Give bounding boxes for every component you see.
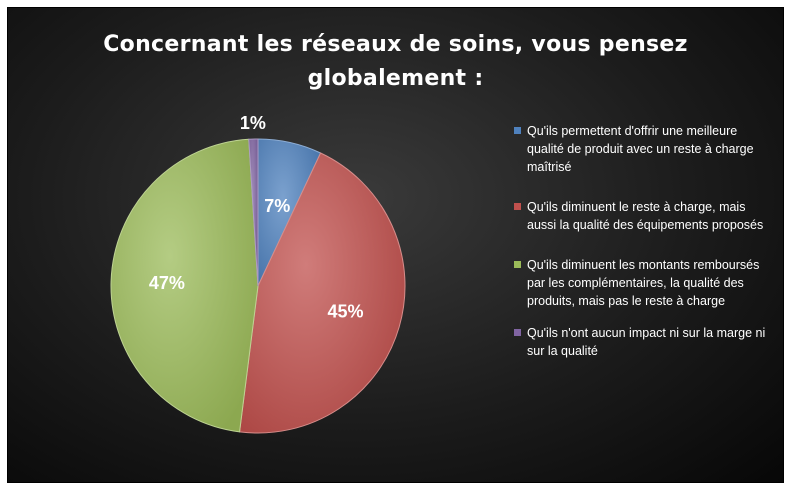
legend-label-4: Qu'ils n'ont aucun impact ni sur la marg… <box>527 326 766 358</box>
chart-title-line-2: globalement : <box>307 66 484 91</box>
pie-slice-4 <box>248 138 259 287</box>
data-label-3: 47% <box>149 273 185 293</box>
chart-title-line-1: Concernant les réseaux de soins, vous pe… <box>103 32 688 57</box>
legend-swatch-1 <box>514 127 521 134</box>
legend-label-2: Qu'ils diminuent le reste à charge, mais… <box>527 200 764 232</box>
chart-frame: Concernant les réseaux de soins, vous pe… <box>7 7 784 483</box>
data-label-2: 45% <box>328 301 364 321</box>
legend-label-3: Qu'ils diminuent les montants remboursés… <box>527 258 760 308</box>
chart-title: Concernant les réseaux de soins, vous pe… <box>8 28 783 96</box>
chart-legend: Qu'ils permettent d'offrir une meilleure… <box>514 122 776 360</box>
legend-label-1: Qu'ils permettent d'offrir une meilleure… <box>527 124 754 174</box>
legend-swatch-3 <box>514 261 521 268</box>
legend-item-2: Qu'ils diminuent le reste à charge, mais… <box>514 198 776 234</box>
pie-slice-3 <box>110 138 259 433</box>
legend-swatch-2 <box>514 203 521 210</box>
legend-item-1: Qu'ils permettent d'offrir une meilleure… <box>514 122 776 176</box>
pie-chart: 7% 45% 47% 1% <box>110 113 406 434</box>
data-label-4: 1% <box>240 113 266 133</box>
pie-slice-2 <box>239 152 406 434</box>
legend-item-4: Qu'ils n'ont aucun impact ni sur la marg… <box>514 324 776 360</box>
legend-swatch-4 <box>514 329 521 336</box>
legend-item-3: Qu'ils diminuent les montants remboursés… <box>514 256 776 310</box>
data-label-1: 7% <box>264 196 290 216</box>
